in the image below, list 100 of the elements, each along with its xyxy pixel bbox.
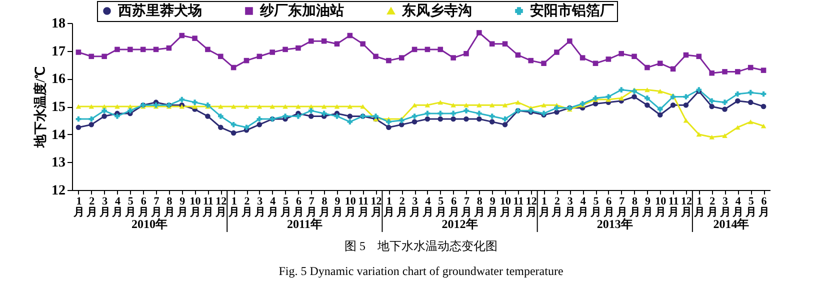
x-tick-label: 2月 xyxy=(85,196,98,218)
point xyxy=(709,70,714,76)
point xyxy=(76,104,82,109)
point xyxy=(192,36,198,41)
text: 2010年 xyxy=(132,217,168,231)
x-tick-label: 9月 xyxy=(176,196,188,218)
point xyxy=(541,102,546,108)
point xyxy=(722,100,728,105)
x-tick-label: 5月 xyxy=(744,196,757,218)
point xyxy=(102,108,107,114)
point xyxy=(360,41,366,47)
point xyxy=(464,116,469,122)
x-tick-label: 4月 xyxy=(732,196,744,218)
x-tick-label: 11月 xyxy=(667,196,680,218)
point xyxy=(438,46,444,52)
point xyxy=(683,102,689,108)
legend-label: 西苏里莽犬场 xyxy=(117,3,202,19)
point xyxy=(230,130,236,136)
point xyxy=(528,58,534,64)
point xyxy=(179,32,185,38)
x-tick-label: 9月 xyxy=(641,196,654,218)
point xyxy=(696,132,702,137)
y-tick-label: 12 xyxy=(52,184,66,198)
point xyxy=(334,41,340,47)
y-tick-label: 16 xyxy=(52,72,66,88)
y-tick-label: 13 xyxy=(52,156,66,171)
x-tick-label: 4月 xyxy=(266,196,278,218)
x-tick-label: 7月 xyxy=(150,196,162,218)
point xyxy=(334,114,340,119)
x-tick-label: 2月 xyxy=(396,196,408,218)
x-tick-label: 11月 xyxy=(356,196,369,218)
legend-label: 纱厂东加油站 xyxy=(259,2,344,19)
point xyxy=(748,90,754,96)
point xyxy=(282,46,288,52)
x-tick-label: 9月 xyxy=(330,196,343,218)
x-tick-label: 5月 xyxy=(590,196,602,218)
point xyxy=(657,88,663,94)
x-tick-label: 2月 xyxy=(550,196,563,218)
point xyxy=(76,124,82,130)
point xyxy=(114,46,120,52)
point xyxy=(179,96,185,102)
point xyxy=(244,104,250,109)
point xyxy=(218,104,224,109)
y-axis-title: 地下水温度/℃ xyxy=(32,66,48,148)
point xyxy=(502,41,508,47)
text: 2012年 xyxy=(442,217,478,231)
point xyxy=(347,104,353,109)
point xyxy=(657,60,663,66)
point xyxy=(218,114,224,119)
point xyxy=(632,54,637,60)
x-tick-label: 12月 xyxy=(370,196,382,218)
x-tick-label: 2月 xyxy=(240,196,252,218)
x-tick-label: 3月 xyxy=(253,196,266,218)
x-tick-label: 12月 xyxy=(214,196,228,218)
x-tick-label: 3月 xyxy=(98,196,110,218)
x-tick-label: 7月 xyxy=(305,196,318,218)
point xyxy=(438,110,444,116)
point xyxy=(476,110,482,116)
point xyxy=(476,30,482,36)
point xyxy=(735,91,740,97)
point xyxy=(308,38,314,44)
point xyxy=(502,102,508,108)
caption: 图 5 地下水水温动态变化图 xyxy=(344,239,498,253)
x-tick-label: 6月 xyxy=(758,196,770,218)
point xyxy=(412,102,418,108)
point xyxy=(128,46,133,52)
point xyxy=(644,102,650,108)
x-tick-label: 4月 xyxy=(111,196,124,218)
point xyxy=(412,114,418,119)
point xyxy=(735,125,740,130)
point xyxy=(360,104,366,109)
point xyxy=(256,122,262,128)
point xyxy=(386,124,392,130)
point xyxy=(270,104,275,109)
point xyxy=(592,60,598,66)
point xyxy=(567,38,572,44)
point xyxy=(541,60,546,66)
x-tick-label: 5月 xyxy=(279,196,292,218)
point xyxy=(489,102,495,108)
point xyxy=(438,116,444,122)
point xyxy=(450,55,456,60)
point xyxy=(373,54,378,60)
x-tick-label: 10月 xyxy=(654,196,667,218)
point xyxy=(424,116,430,122)
point xyxy=(347,119,353,124)
point xyxy=(748,120,754,124)
x-tick-label: 8月 xyxy=(473,196,486,218)
point xyxy=(709,98,714,104)
x-tick-label: 1月 xyxy=(228,196,240,218)
point xyxy=(386,119,392,124)
point xyxy=(554,50,560,55)
y-tick-label: 18 xyxy=(52,16,66,32)
point xyxy=(489,119,495,124)
point xyxy=(347,114,353,119)
point xyxy=(722,133,728,138)
point xyxy=(282,104,288,109)
x-tick-label: 7月 xyxy=(460,196,472,218)
point xyxy=(722,106,728,112)
point xyxy=(102,114,107,119)
point xyxy=(476,102,482,108)
